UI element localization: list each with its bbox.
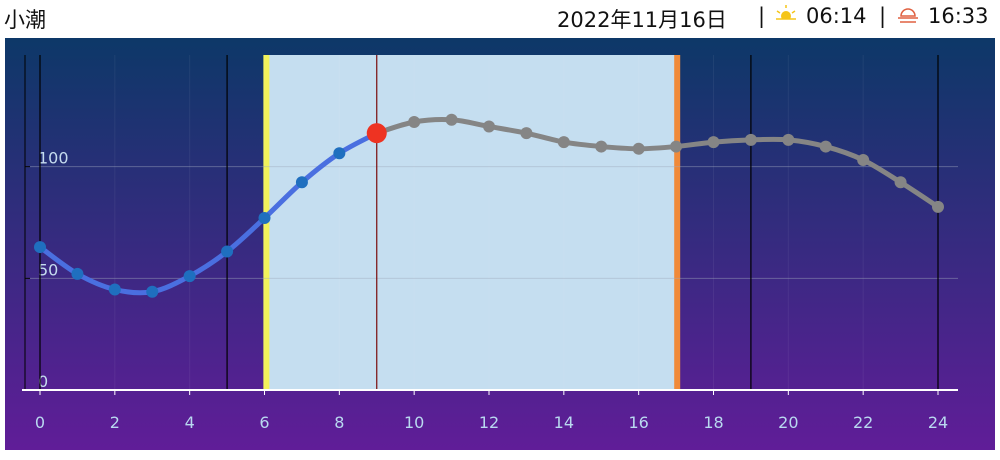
- x-tick-label: 22: [853, 413, 873, 432]
- point: [258, 212, 271, 225]
- point: [34, 241, 46, 254]
- y-tick-label: 0: [38, 372, 48, 391]
- date: 2022年11月16日: [557, 8, 727, 32]
- point: [520, 127, 533, 140]
- separator: |: [758, 4, 766, 28]
- point: [707, 136, 720, 149]
- x-tick-label: 2: [110, 413, 120, 432]
- point: [483, 120, 495, 133]
- sunrise: 06:14: [806, 4, 867, 28]
- point: [932, 200, 944, 213]
- tide-name: 小潮: [4, 8, 46, 32]
- x-tick-label: 6: [259, 413, 269, 432]
- x-tick-label: 10: [404, 413, 424, 432]
- point: [71, 267, 84, 280]
- x-tick-label: 14: [554, 413, 574, 432]
- point: [632, 142, 645, 155]
- y-tick-label: 100: [38, 149, 69, 168]
- sunset-icon: [898, 8, 918, 23]
- x-tick-label: 0: [35, 413, 45, 432]
- point: [894, 176, 907, 189]
- x-tick-label: 20: [778, 413, 798, 432]
- daylight-band: [266, 55, 678, 390]
- now-point: [366, 123, 387, 144]
- x-tick-label: 16: [628, 413, 648, 432]
- point: [183, 270, 196, 283]
- point: [108, 283, 121, 296]
- point: [744, 133, 757, 146]
- point: [557, 136, 570, 149]
- x-tick-label: 8: [334, 413, 344, 432]
- point: [146, 285, 159, 298]
- point: [221, 245, 234, 258]
- header: 小潮 2022年11月16日 | 06:14 | 16:33: [0, 0, 1000, 38]
- sunset: 16:33: [928, 4, 989, 28]
- point: [670, 140, 683, 153]
- x-tick-label: 18: [703, 413, 723, 432]
- point: [819, 140, 832, 153]
- sunrise-icon: [776, 5, 796, 27]
- x-tick-label: 4: [185, 413, 195, 432]
- x-tick-label: 24: [928, 413, 948, 432]
- point: [857, 153, 870, 166]
- point: [408, 116, 421, 128]
- separator: |: [879, 4, 887, 28]
- y-tick-label: 50: [38, 260, 58, 279]
- point: [782, 133, 795, 146]
- future-line: [376, 116, 940, 209]
- sunset-line: [674, 55, 681, 390]
- past-line: [38, 130, 378, 296]
- point: [333, 147, 346, 160]
- point: [295, 176, 308, 189]
- point: [595, 140, 608, 153]
- point: [445, 113, 458, 126]
- x-tick-label: 12: [479, 413, 499, 432]
